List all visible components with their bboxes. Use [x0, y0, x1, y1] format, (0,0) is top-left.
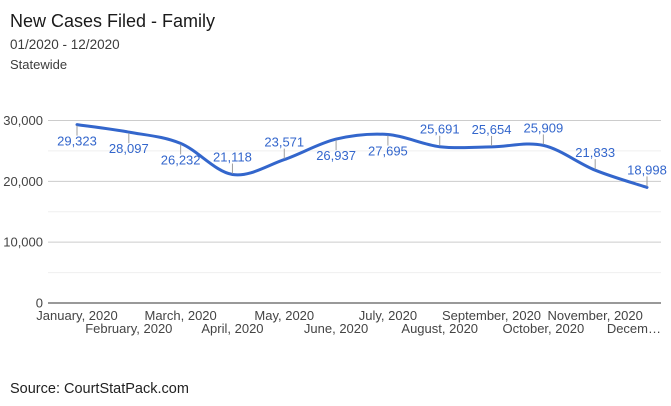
- x-tick-label: October, 2020: [503, 321, 585, 336]
- x-tick-label: May, 2020: [254, 308, 314, 323]
- point-label: 18,998: [627, 162, 667, 177]
- point-label: 25,691: [420, 122, 460, 137]
- point-label: 23,571: [264, 135, 304, 150]
- x-tick-label: August, 2020: [401, 321, 478, 336]
- point-label: 25,654: [472, 122, 512, 137]
- x-tick-label: January, 2020: [36, 308, 117, 323]
- x-tick-label: June, 2020: [304, 321, 368, 336]
- x-tick-label: July, 2020: [359, 308, 417, 323]
- x-tick-label: September, 2020: [442, 308, 541, 323]
- point-label: 21,118: [213, 150, 252, 165]
- page-title: New Cases Filed - Family: [10, 11, 216, 31]
- x-tick-label: February, 2020: [85, 321, 172, 336]
- point-label: 26,937: [316, 148, 356, 163]
- x-tick-label: November, 2020: [547, 308, 642, 323]
- page-subtitle: 01/2020 - 12/2020: [10, 37, 120, 52]
- source-text: Source: CourtStatPack.com: [10, 381, 189, 397]
- y-tick-label: 20,000: [3, 174, 43, 189]
- y-tick-label: 30,000: [3, 113, 43, 128]
- point-label: 25,909: [523, 120, 563, 135]
- y-tick-label: 0: [36, 296, 43, 311]
- point-label: 26,232: [161, 152, 201, 167]
- series-line: [75, 123, 649, 189]
- point-label: 21,833: [575, 145, 615, 160]
- x-tick-label: Decem…: [607, 321, 661, 336]
- point-label: 28,097: [109, 141, 149, 156]
- x-tick-label: March, 2020: [145, 308, 217, 323]
- point-label: 27,695: [368, 144, 408, 159]
- x-tick-label: April, 2020: [201, 321, 263, 336]
- page-scope: Statewide: [10, 57, 68, 72]
- point-label: 29,323: [57, 134, 97, 149]
- y-tick-label: 10,000: [3, 235, 43, 250]
